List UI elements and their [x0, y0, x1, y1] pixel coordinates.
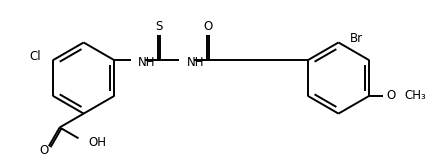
Text: Cl: Cl: [30, 50, 41, 63]
Text: S: S: [155, 20, 163, 33]
Text: O: O: [204, 20, 213, 33]
Text: Br: Br: [350, 32, 364, 45]
Text: CH₃: CH₃: [405, 89, 427, 102]
Text: O: O: [386, 89, 396, 102]
Text: O: O: [39, 144, 49, 157]
Text: NH: NH: [138, 56, 156, 69]
Text: NH: NH: [187, 56, 204, 69]
Text: OH: OH: [89, 136, 106, 149]
